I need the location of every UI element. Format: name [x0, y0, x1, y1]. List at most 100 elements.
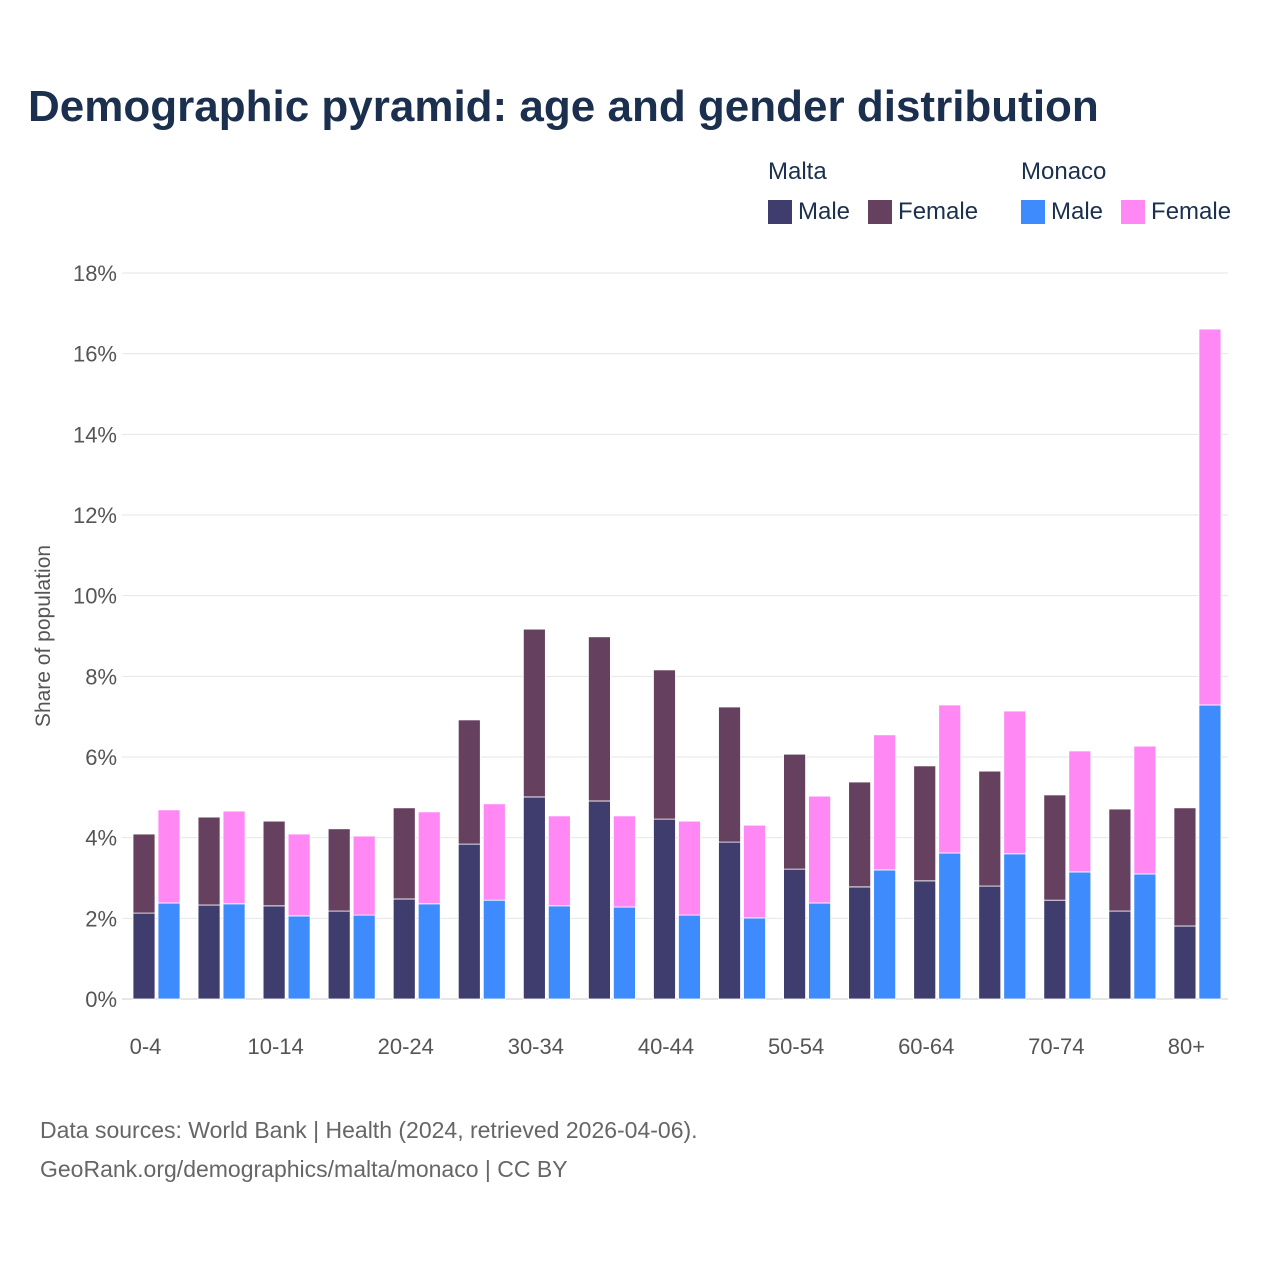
bar-monaco-female-20-24	[417, 811, 441, 905]
bar-monaco-male-35-39	[613, 906, 636, 1000]
bar-monaco-male-50-54	[808, 902, 831, 1000]
bar-malta-male-5-9	[197, 904, 221, 1000]
bar-malta-male-25-29	[457, 843, 481, 1000]
bar-malta-male-20-24	[392, 898, 416, 1000]
bar-monaco-female-5-9	[222, 810, 246, 905]
bar-monaco-male-65-69	[1003, 853, 1027, 1000]
x-tick-label: 10-14	[247, 1034, 303, 1059]
chart-title: Demographic pyramid: age and gender dist…	[28, 82, 1099, 131]
bar-monaco-female-30-34	[547, 815, 571, 907]
bar-malta-male-55-59	[848, 886, 872, 1000]
x-tick-label: 0-4	[130, 1034, 162, 1059]
y-tick-label: 6%	[85, 745, 117, 770]
bar-monaco-female-0-4	[157, 809, 181, 904]
bar-malta-female-60-64	[913, 765, 937, 882]
legend-group-title: Monaco	[1021, 158, 1107, 185]
y-tick-label: 0%	[85, 987, 117, 1012]
bar-malta-male-15-19	[327, 910, 351, 1000]
bar-monaco-male-40-44	[678, 914, 701, 1000]
bar-malta-female-55-59	[848, 781, 872, 888]
x-tick-label: 40-44	[638, 1034, 694, 1059]
y-tick-label: 12%	[73, 503, 117, 528]
bar-malta-male-40-44	[653, 818, 676, 1000]
bar-monaco-female-40-44	[678, 820, 701, 916]
legend-item-monaco-male[interactable]: Male	[1021, 198, 1103, 226]
bar-monaco-female-35-39	[613, 815, 636, 908]
legend-swatch	[1021, 200, 1045, 224]
bar-malta-female-80+	[1173, 807, 1197, 927]
x-tick-label: 60-64	[898, 1034, 954, 1059]
bar-monaco-male-75-79	[1133, 873, 1157, 1000]
x-tick-label: 50-54	[768, 1034, 824, 1059]
bar-monaco-male-60-64	[938, 852, 962, 1000]
bar-monaco-male-20-24	[417, 903, 441, 1000]
bar-malta-female-75-79	[1108, 808, 1132, 912]
bar-malta-male-50-54	[783, 868, 806, 1000]
bar-monaco-male-0-4	[157, 902, 181, 1000]
bar-malta-female-5-9	[197, 816, 221, 906]
bar-monaco-male-10-14	[287, 915, 311, 1000]
bar-malta-male-30-34	[522, 796, 546, 1000]
bar-monaco-male-15-19	[352, 914, 376, 1000]
bar-malta-male-10-14	[262, 905, 286, 1000]
bar-monaco-male-55-59	[873, 869, 897, 1000]
legend-label: Female	[1151, 198, 1232, 225]
y-tick-label: 4%	[85, 826, 117, 851]
bar-malta-female-45-49	[718, 706, 741, 843]
bar-monaco-female-10-14	[287, 833, 311, 917]
bar-malta-female-35-39	[588, 636, 611, 802]
bar-malta-male-70-74	[1043, 899, 1067, 1000]
bar-malta-female-50-54	[783, 753, 806, 870]
legend-item-malta-female[interactable]: Female	[868, 198, 978, 226]
legend-swatch	[1121, 200, 1146, 224]
bar-monaco-female-15-19	[352, 835, 376, 916]
x-tick-label: 20-24	[378, 1034, 434, 1059]
legend-label: Female	[898, 198, 979, 225]
bar-malta-female-70-74	[1043, 794, 1067, 901]
legend-label: Male	[1051, 198, 1104, 225]
bar-malta-male-35-39	[588, 800, 611, 1000]
bar-monaco-female-45-49	[743, 824, 766, 919]
legend-label: Male	[798, 198, 851, 225]
bar-monaco-female-75-79	[1133, 745, 1157, 875]
bar-monaco-male-45-49	[743, 917, 766, 1000]
legend-item-monaco-female[interactable]: Female	[1121, 198, 1231, 226]
x-tick-label: 80+	[1168, 1034, 1205, 1059]
y-tick-label: 8%	[85, 664, 117, 689]
x-tick-label: 70-74	[1028, 1034, 1084, 1059]
bar-malta-female-10-14	[262, 820, 286, 907]
source-note: Data sources: World Bank | Health (2024,…	[40, 1117, 698, 1143]
y-tick-label: 16%	[73, 342, 117, 367]
bar-malta-male-0-4	[132, 912, 156, 1000]
y-tick-label: 2%	[85, 906, 117, 931]
bar-monaco-female-65-69	[1003, 710, 1027, 855]
y-tick-label: 14%	[73, 422, 117, 447]
y-tick-label: 18%	[73, 261, 117, 286]
bar-malta-female-0-4	[132, 833, 156, 914]
legend-malta: Malta Male Female	[768, 158, 978, 226]
bar-monaco-male-25-29	[482, 899, 506, 1000]
source-link[interactable]: GeoRank.org/demographics/malta/monaco | …	[40, 1156, 568, 1182]
bar-malta-female-20-24	[392, 807, 416, 900]
bar-monaco-female-50-54	[808, 795, 831, 904]
y-tick-label: 10%	[73, 584, 117, 609]
x-tick-label: 30-34	[508, 1034, 564, 1059]
bar-monaco-female-80+	[1198, 328, 1222, 706]
bar-malta-female-65-69	[978, 770, 1002, 887]
bar-monaco-female-55-59	[873, 734, 897, 871]
bar-malta-female-40-44	[653, 669, 676, 820]
bar-monaco-female-70-74	[1068, 750, 1092, 873]
bar-malta-male-65-69	[978, 885, 1002, 1000]
bar-monaco-male-80+	[1198, 704, 1222, 1000]
legend-monaco: Monaco Male Female	[1021, 158, 1231, 226]
legend-item-malta-male[interactable]: Male	[768, 198, 850, 226]
bar-malta-female-25-29	[457, 719, 481, 845]
bar-monaco-female-25-29	[482, 803, 506, 901]
bar-malta-female-30-34	[522, 628, 546, 798]
bar-malta-male-45-49	[718, 841, 741, 1000]
bar-malta-male-75-79	[1108, 910, 1132, 1000]
bar-malta-male-80+	[1173, 925, 1197, 1000]
bar-monaco-male-70-74	[1068, 871, 1092, 1000]
legend-swatch	[768, 200, 792, 224]
